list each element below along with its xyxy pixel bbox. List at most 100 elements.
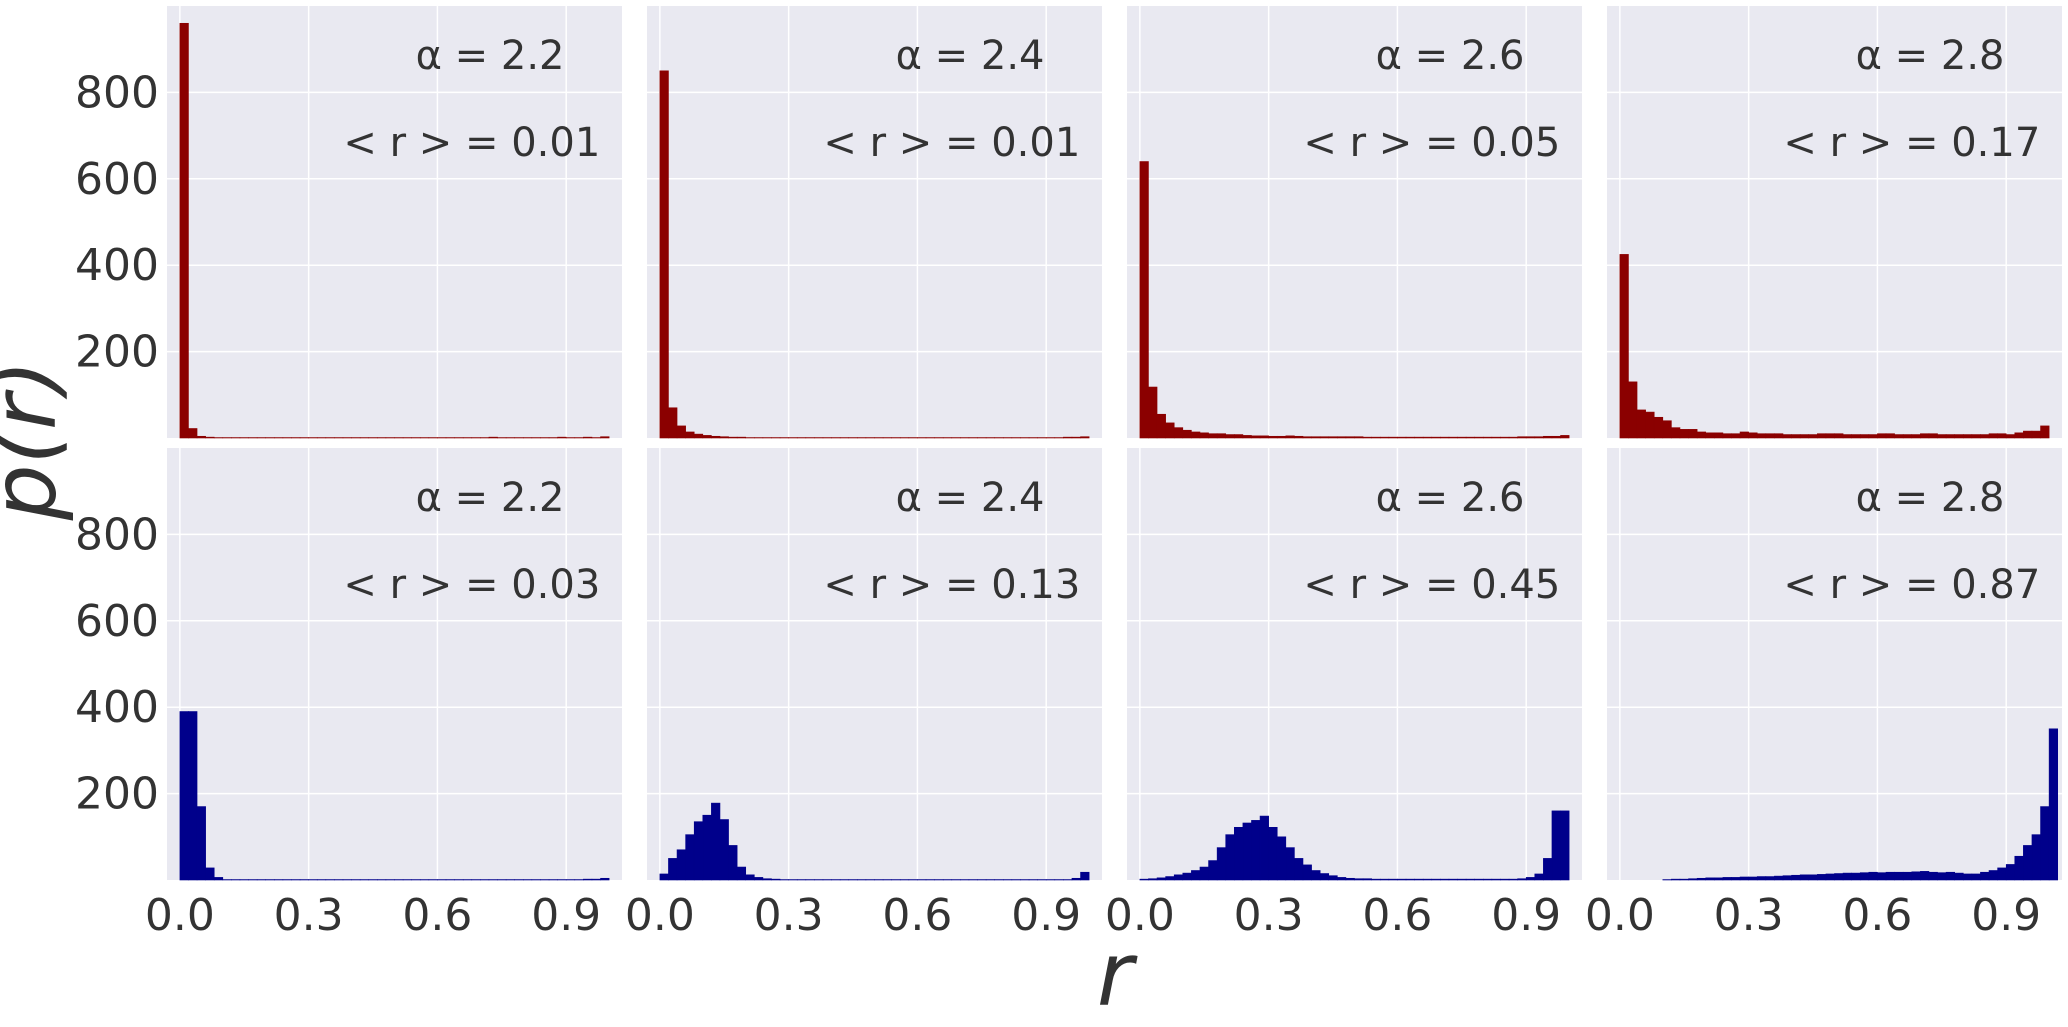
histogram-bar: [1680, 429, 1689, 438]
histogram-bar: [1783, 435, 1792, 438]
histogram-bar: [1757, 877, 1766, 880]
histogram-bar: [1475, 437, 1484, 438]
mean-r-annotation: < r > = 0.01: [343, 120, 600, 166]
y-tick-label: 600: [75, 596, 159, 647]
y-tick-label: 200: [75, 769, 159, 820]
histogram-bar: [1234, 435, 1243, 438]
y-tick-label: 600: [75, 154, 159, 205]
histogram-bar: [1423, 879, 1432, 880]
histogram-bar: [720, 437, 729, 438]
histogram-bar: [729, 437, 738, 438]
y-tick-label: 400: [75, 240, 159, 291]
histogram-bar: [1689, 879, 1698, 880]
histogram-bar: [1063, 437, 1072, 438]
histogram-bar: [1312, 870, 1321, 880]
histogram-bar: [2041, 807, 2050, 880]
histogram-bar: [703, 435, 712, 438]
histogram-bar: [1449, 879, 1458, 880]
mean-r-annotation: < r > = 0.45: [1303, 562, 1560, 608]
histogram-bar: [1226, 435, 1235, 438]
histogram-bar: [1938, 873, 1947, 880]
x-tick-label: 0.6: [1362, 890, 1432, 941]
histogram-bar: [1663, 421, 1672, 438]
histogram-bar: [2006, 864, 2015, 880]
histogram-bar: [2015, 856, 2024, 880]
histogram-bar: [1552, 436, 1561, 438]
histogram-bar: [1809, 435, 1818, 438]
histogram-bar: [1475, 879, 1484, 880]
histogram-bar: [1903, 435, 1912, 438]
histogram-bar: [1355, 879, 1364, 880]
histogram-bar: [660, 874, 669, 880]
histogram-bar: [1895, 872, 1904, 880]
mean-r-annotation: < r > = 0.13: [823, 562, 1080, 608]
histogram-bar: [1269, 827, 1278, 880]
histogram-bar: [1191, 870, 1200, 880]
histogram-bar: [1397, 879, 1406, 880]
histogram-bar: [1689, 429, 1698, 438]
histogram-bar: [1303, 865, 1312, 880]
histogram-bar: [1260, 816, 1269, 880]
histogram-bar: [1869, 872, 1878, 880]
histogram-bar: [1320, 437, 1329, 438]
alpha-annotation: α = 2.4: [896, 475, 1045, 521]
histogram-bar: [1620, 254, 1629, 438]
histogram-bar: [2049, 729, 2058, 880]
histogram-bar: [214, 877, 223, 880]
histogram-bar: [1826, 434, 1835, 438]
histogram-bar: [601, 878, 610, 880]
x-tick-label: 0.9: [1491, 890, 1561, 941]
histogram-bar: [1329, 437, 1338, 438]
histogram-bar: [1157, 414, 1166, 438]
histogram-bar: [754, 877, 763, 880]
histogram-bar: [1826, 874, 1835, 880]
histogram-bar: [660, 71, 669, 438]
histogram-bar: [1483, 437, 1492, 438]
histogram-bar: [1140, 879, 1149, 880]
histogram-bar: [1415, 437, 1424, 438]
histogram-bar: [1243, 435, 1252, 438]
histogram-bar: [197, 436, 206, 438]
histogram-bar: [668, 858, 677, 880]
histogram-bar: [1466, 879, 1475, 880]
histogram-bar: [1740, 432, 1749, 438]
histogram-bar: [1963, 435, 1972, 438]
histogram-bar: [746, 875, 755, 880]
x-tick-label: 0.0: [145, 890, 215, 941]
histogram-bar: [1800, 875, 1809, 880]
histogram-bar: [188, 428, 197, 438]
histogram-bar: [1628, 382, 1637, 438]
histogram-bar: [1406, 879, 1415, 880]
histogram-bar: [1200, 433, 1209, 438]
histogram-bar: [1081, 437, 1090, 438]
histogram-bar: [1877, 873, 1886, 880]
histogram-bar: [583, 879, 592, 880]
histogram-bar: [1766, 877, 1775, 880]
histogram-bar: [763, 879, 772, 880]
histogram-bar: [1929, 872, 1938, 880]
histogram-bar: [1809, 875, 1818, 880]
mean-r-annotation: < r > = 0.17: [1783, 120, 2040, 166]
histogram-bar: [1140, 162, 1149, 438]
alpha-annotation: α = 2.6: [1376, 33, 1525, 79]
histogram-bar: [729, 845, 738, 880]
histogram-bar: [1492, 879, 1501, 880]
histogram-bar: [711, 436, 720, 438]
histogram-bar: [1200, 867, 1209, 880]
x-tick-label: 0.6: [1842, 890, 1912, 941]
histogram-bar: [1346, 878, 1355, 880]
histogram-bar: [1543, 436, 1552, 438]
histogram-bar: [1792, 875, 1801, 880]
y-tick-label: 800: [75, 509, 159, 560]
histogram-bar: [1817, 874, 1826, 880]
histogram-bar: [1989, 870, 1998, 880]
histogram-bar: [1706, 878, 1715, 880]
histogram-bar: [703, 815, 712, 880]
histogram-bar: [1217, 434, 1226, 438]
histogram-bar: [1972, 435, 1981, 438]
histogram-bar: [1946, 435, 1955, 438]
